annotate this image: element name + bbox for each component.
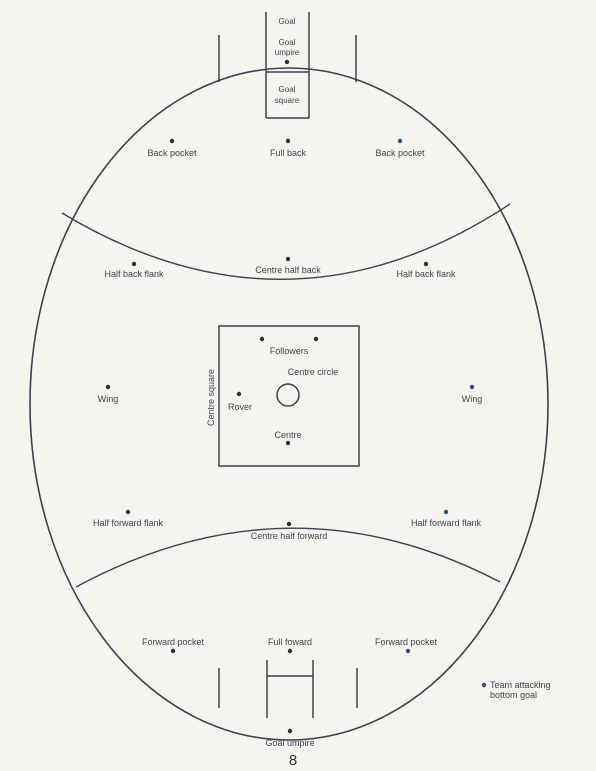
dot-wing-left <box>105 384 111 390</box>
label-goal-square-2: square <box>274 96 300 105</box>
top-fifty-arc <box>61 203 511 281</box>
dot-half-back-flank-right <box>423 261 429 267</box>
dot-follower-right <box>313 336 319 342</box>
label-back-pocket-right: Back pocket <box>375 148 425 158</box>
top-goal-square <box>266 71 309 119</box>
field-boundary <box>29 67 549 741</box>
legend-line-2: bottom goal <box>490 690 538 700</box>
label-centre-square: Centre square <box>206 368 216 426</box>
label-goal-umpire-bottom: Goal umpire <box>265 738 315 748</box>
label-full-forward: Full foward <box>267 637 313 647</box>
label-wing-left: Wing <box>97 394 119 404</box>
label-goal-umpire-top-2: umpire <box>274 48 300 57</box>
label-half-forward-flank-left: Half forward flank <box>92 518 164 528</box>
dot-legend <box>481 682 487 688</box>
label-full-back: Full back <box>269 148 307 158</box>
dot-back-pocket-left <box>169 138 175 144</box>
dot-rover <box>236 391 242 397</box>
label-centre: Centre <box>274 430 302 440</box>
dot-centre <box>285 440 291 446</box>
label-rover: Rover <box>227 402 253 412</box>
label-goal-top: Goal <box>278 17 296 26</box>
dot-wing-right <box>469 384 475 390</box>
label-followers: Followers <box>269 346 309 356</box>
dot-centre-half-forward <box>286 521 292 527</box>
dot-full-back <box>285 138 291 144</box>
label-forward-pocket-right: Forward pocket <box>374 637 438 647</box>
dot-back-pocket-right <box>397 138 403 144</box>
label-goal-umpire-top-1: Goal <box>278 38 296 47</box>
dot-goal-umpire-top <box>284 59 290 65</box>
label-back-pocket-left: Back pocket <box>147 148 197 158</box>
dot-follower-left <box>259 336 265 342</box>
label-centre-half-forward: Centre half forward <box>250 531 328 541</box>
label-wing-right: Wing <box>461 394 483 404</box>
page-number: 8 <box>288 752 298 769</box>
label-goal-square-1: Goal <box>278 85 296 94</box>
dot-goal-umpire-bottom <box>287 728 293 734</box>
label-centre-half-back: Centre half back <box>255 265 321 275</box>
centre-circle-ring <box>276 383 300 407</box>
player-dots <box>105 59 487 734</box>
dot-full-forward <box>287 648 293 654</box>
label-centre-circle: Centre circle <box>287 367 339 377</box>
dot-half-forward-flank-right <box>443 509 449 515</box>
label-half-forward-flank-right: Half forward flank <box>410 518 482 528</box>
dot-centre-half-back <box>285 256 291 262</box>
bottom-fifty-arc <box>75 527 501 588</box>
dot-forward-pocket-right <box>405 648 411 654</box>
centre-square-box <box>218 325 360 467</box>
label-half-back-flank-left: Half back flank <box>104 269 164 279</box>
dot-half-back-flank-left <box>131 261 137 267</box>
label-half-back-flank-right: Half back flank <box>396 269 456 279</box>
legend-line-1: Team attacking <box>490 680 551 690</box>
dot-forward-pocket-left <box>170 648 176 654</box>
label-forward-pocket-left: Forward pocket <box>141 637 205 647</box>
dot-half-forward-flank-left <box>125 509 131 515</box>
